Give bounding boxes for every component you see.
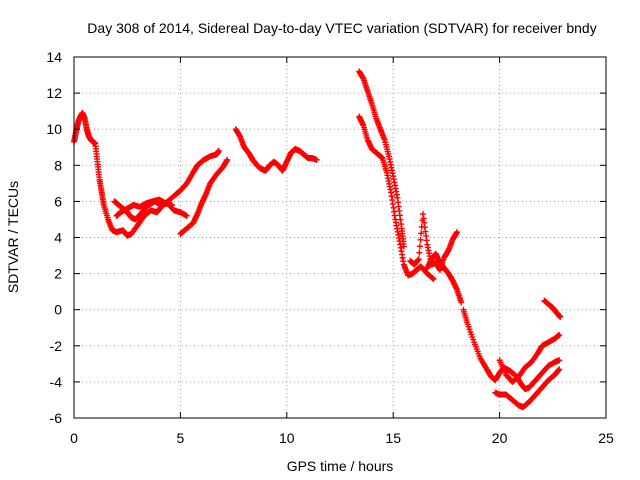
data-series-sdtvar [71, 68, 564, 411]
x-tick-label: 0 [70, 430, 78, 446]
y-tick-label: 0 [54, 302, 62, 318]
y-tick-label: 14 [46, 49, 62, 65]
data-point [417, 236, 424, 243]
y-tick-label: 2 [54, 266, 62, 282]
data-point [416, 243, 423, 250]
data-point [416, 249, 423, 256]
data-point [415, 256, 422, 263]
x-tick-labels: 0 5 10 15 20 25 [70, 430, 614, 446]
data-point [418, 230, 425, 237]
x-axis-label: GPS time / hours [287, 458, 394, 474]
y-tick-label: 4 [54, 230, 62, 246]
y-tick-label: -6 [50, 410, 63, 426]
data-point [400, 243, 407, 250]
axis-ticks [73, 56, 607, 419]
data-point [168, 202, 175, 209]
y-tick-label: 6 [54, 193, 62, 209]
x-tick-label: 25 [598, 430, 614, 446]
x-tick-label: 10 [279, 430, 295, 446]
data-point [215, 147, 222, 154]
y-tick-label: 8 [54, 157, 62, 173]
data-point [429, 275, 436, 282]
data-point [556, 366, 563, 373]
x-tick-label: 20 [492, 430, 508, 446]
x-tick-label: 5 [177, 430, 185, 446]
data-point [313, 156, 320, 163]
y-tick-label: 12 [46, 85, 62, 101]
data-point [556, 357, 563, 364]
data-point [557, 313, 564, 320]
x-tick-label: 15 [385, 430, 401, 446]
y-tick-label: 10 [46, 121, 62, 137]
data-point [454, 229, 461, 236]
y-axis-label: SDTVAR / TECUs [5, 181, 21, 293]
data-point [224, 156, 231, 163]
data-point [458, 299, 465, 306]
y-tick-label: -4 [50, 374, 63, 390]
data-point [556, 331, 563, 338]
y-tick-label: -2 [50, 338, 63, 354]
chart-title: Day 308 of 2014, Sidereal Day-to-day VTE… [87, 20, 596, 36]
data-point [183, 212, 190, 219]
data-point [430, 276, 437, 283]
y-tick-labels: -6 -4 -2 0 2 4 6 8 10 12 14 [46, 49, 62, 426]
